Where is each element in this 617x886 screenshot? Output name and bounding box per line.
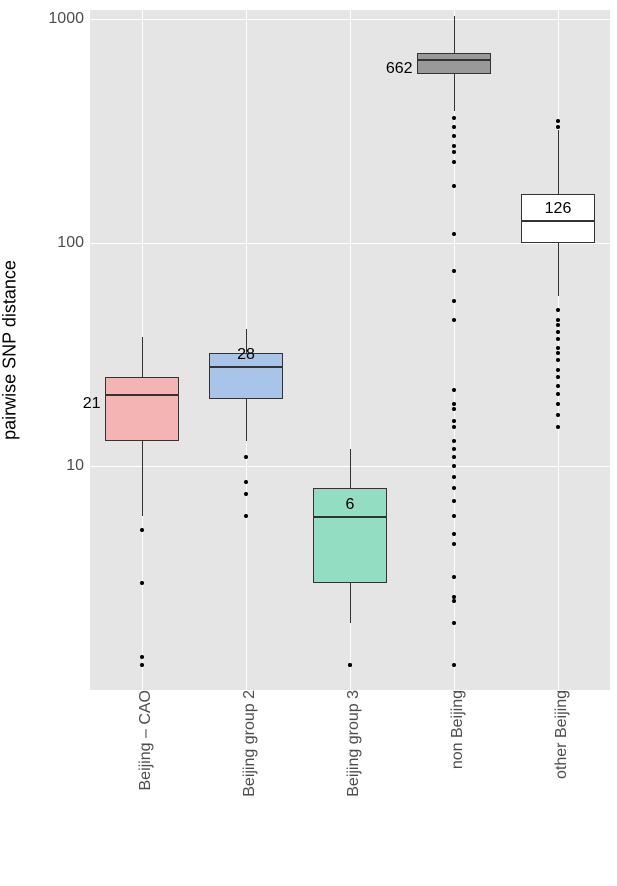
y-tick-label: 10 xyxy=(66,457,90,475)
outlier-point xyxy=(452,425,456,429)
outlier-point xyxy=(556,119,560,123)
outlier-point xyxy=(452,455,456,459)
outlier-point xyxy=(140,663,144,667)
median-label: 21 xyxy=(83,395,101,413)
median-line xyxy=(418,59,491,61)
plot-area: 10100100021Beijing – CAO28Beijing group … xyxy=(90,10,610,690)
outlier-point xyxy=(452,599,456,603)
outlier-point xyxy=(140,581,144,585)
outlier-point xyxy=(556,384,560,388)
gridline-v xyxy=(558,10,559,690)
outlier-point xyxy=(452,407,456,411)
outlier-point xyxy=(348,663,352,667)
boxplot-chart: 10 100 1000 21 Beijing – CAO 28 Beijing group … xyxy=(0,0,617,886)
outlier-point xyxy=(452,125,456,129)
median-line xyxy=(210,366,283,368)
box xyxy=(417,53,492,74)
outlier-point xyxy=(452,232,456,236)
outlier-point xyxy=(452,486,456,490)
outlier-point xyxy=(556,402,560,406)
outlier-point xyxy=(452,318,456,322)
outlier-point xyxy=(452,621,456,625)
x-tick-label: Beijing – CAO xyxy=(129,690,155,791)
outlier-point xyxy=(452,439,456,443)
outlier-point xyxy=(452,663,456,667)
outlier-point xyxy=(556,358,560,362)
outlier-point xyxy=(244,514,248,518)
outlier-point xyxy=(452,542,456,546)
outlier-point xyxy=(452,514,456,518)
x-tick-label: non Beijing xyxy=(441,690,467,769)
outlier-point xyxy=(452,475,456,479)
outlier-point xyxy=(556,351,560,355)
median-label: 126 xyxy=(545,200,572,218)
median-label: 662 xyxy=(386,60,413,78)
outlier-point xyxy=(452,532,456,536)
outlier-point xyxy=(452,464,456,468)
outlier-point xyxy=(452,150,456,154)
outlier-point xyxy=(452,269,456,273)
outlier-point xyxy=(140,655,144,659)
outlier-point xyxy=(452,116,456,120)
y-axis-title: pairwise SNP distance xyxy=(0,260,21,440)
median-line xyxy=(522,220,595,222)
outlier-point xyxy=(556,318,560,322)
outlier-point xyxy=(556,425,560,429)
outlier-point xyxy=(452,575,456,579)
outlier-point xyxy=(452,402,456,406)
outlier-point xyxy=(244,480,248,484)
outlier-point xyxy=(452,499,456,503)
x-tick-label: Beijing group 3 xyxy=(337,690,363,797)
median-line xyxy=(314,516,387,518)
median-label: 28 xyxy=(237,346,255,364)
outlier-point xyxy=(556,308,560,312)
gridline-v xyxy=(454,10,455,690)
outlier-point xyxy=(244,492,248,496)
x-tick-label: Beijing group 2 xyxy=(233,690,259,797)
x-tick-label: other Beijing xyxy=(545,690,571,779)
outlier-point xyxy=(556,337,560,341)
box xyxy=(105,377,180,440)
outlier-point xyxy=(452,419,456,423)
outlier-point xyxy=(140,528,144,532)
outlier-point xyxy=(452,447,456,451)
outlier-point xyxy=(556,413,560,417)
outlier-point xyxy=(452,184,456,188)
y-tick-label: 100 xyxy=(57,234,90,252)
outlier-point xyxy=(556,125,560,129)
outlier-point xyxy=(452,595,456,599)
outlier-point xyxy=(244,455,248,459)
outlier-point xyxy=(452,160,456,164)
outlier-point xyxy=(452,299,456,303)
median-line xyxy=(106,394,179,396)
median-label: 6 xyxy=(346,496,355,514)
outlier-point xyxy=(556,392,560,396)
outlier-point xyxy=(452,134,456,138)
outlier-point xyxy=(556,323,560,327)
y-tick-label: 1000 xyxy=(48,10,90,28)
outlier-point xyxy=(452,144,456,148)
outlier-point xyxy=(556,346,560,350)
outlier-point xyxy=(556,368,560,372)
outlier-point xyxy=(556,330,560,334)
outlier-point xyxy=(452,388,456,392)
outlier-point xyxy=(556,375,560,379)
